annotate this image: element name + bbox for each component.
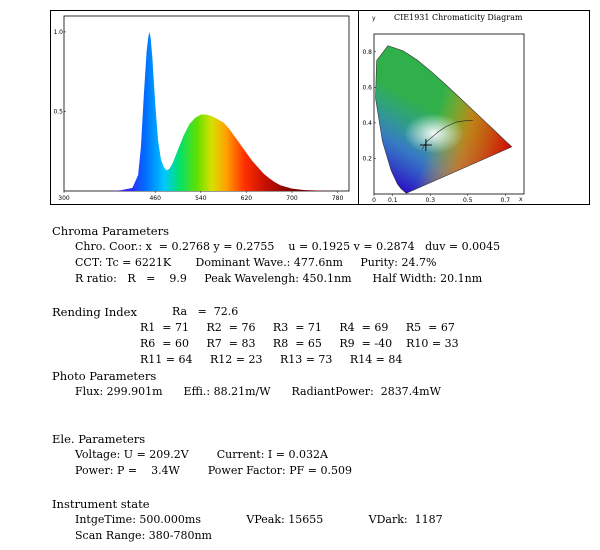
instrument-scan: Scan Range: 380-780nm [75, 529, 212, 542]
chroma-ratio: R ratio: R = 9.9 Peak Wavelengh: 450.1nm… [75, 272, 483, 285]
spectrum-x-tick: 780 [332, 195, 344, 202]
ele-heading: Ele. Parameters [52, 432, 146, 446]
spectrum-x-tick: 620 [241, 195, 253, 202]
spectrum-x-tick: 540 [195, 195, 207, 202]
spectrum-area [109, 31, 338, 191]
spectrum-x-tick: 460 [149, 195, 161, 202]
cie-x-tick: 0 [372, 197, 376, 204]
photo-line: Flux: 299.901m Effi.: 88.21m/W RadiantPo… [75, 385, 441, 398]
cie-y-tick: 0.6 [362, 84, 372, 91]
ele-voltage: Voltage: U = 209.2V Current: I = 0.032A [75, 448, 328, 461]
chroma-heading: Chroma Parameters [52, 224, 170, 238]
rending-row-3: R11 = 64 R12 = 23 R13 = 73 R14 = 84 [140, 353, 403, 366]
photo-heading: Photo Parameters [52, 369, 157, 383]
cie-y-tick: 0.8 [362, 49, 372, 56]
chromaticity-point [419, 139, 432, 152]
rending-heading: Rending Index [52, 305, 137, 319]
chroma-cct: CCT: Tc = 6221K Dominant Wave.: 477.6nm … [75, 256, 437, 269]
rending-ra: Ra = 72.6 [172, 305, 239, 318]
cie-x-tick: 0.1 [388, 197, 398, 204]
instrument-heading: Instrument state [52, 497, 150, 511]
cie-x-tick: 0.7 [500, 197, 510, 204]
ele-power: Power: P = 3.4W Power Factor: PF = 0.509 [75, 464, 352, 477]
instrument-integ: IntgeTime: 500.000ms VPeak: 15655 VDark:… [75, 513, 443, 526]
cie-chart: CIE1931 Chromaticity Diagram y 0 0.1 0.3 0.… [362, 13, 525, 204]
cie-y-tick: 0.2 [362, 155, 372, 162]
spectral-locus [375, 45, 513, 194]
cie-ylabel: y [372, 15, 376, 22]
spectrum-x-tick: 700 [286, 195, 298, 202]
cie-x-tick: 0.3 [425, 197, 435, 204]
cie-y-tick: 0.4 [362, 120, 372, 127]
spectrum-y-tick: 0.5 [53, 108, 63, 115]
chroma-coor: Chro. Coor.: x = 0.2768 y = 0.2755 u = 0… [75, 240, 501, 253]
rending-row-2: R6 = 60 R7 = 83 R8 = 65 R9 = -40 R10 = 3… [140, 337, 459, 350]
frame-divider [358, 11, 359, 204]
rending-row-1: R1 = 71 R2 = 76 R3 = 71 R4 = 69 R5 = 67 [140, 321, 455, 334]
spectrum-y-tick: 1.0 [53, 29, 63, 36]
spectrum-chart: 300 460 540 620 700 780 1.0 0.5 [53, 15, 350, 202]
charts-frame [50, 10, 590, 205]
cie-xlabel: x [519, 196, 523, 203]
spectrum-x-tick: 300 [58, 195, 70, 202]
cie-title: CIE1931 Chromaticity Diagram [394, 13, 523, 22]
cie-x-tick: 0.5 [463, 197, 473, 204]
planckian-locus [421, 120, 473, 150]
